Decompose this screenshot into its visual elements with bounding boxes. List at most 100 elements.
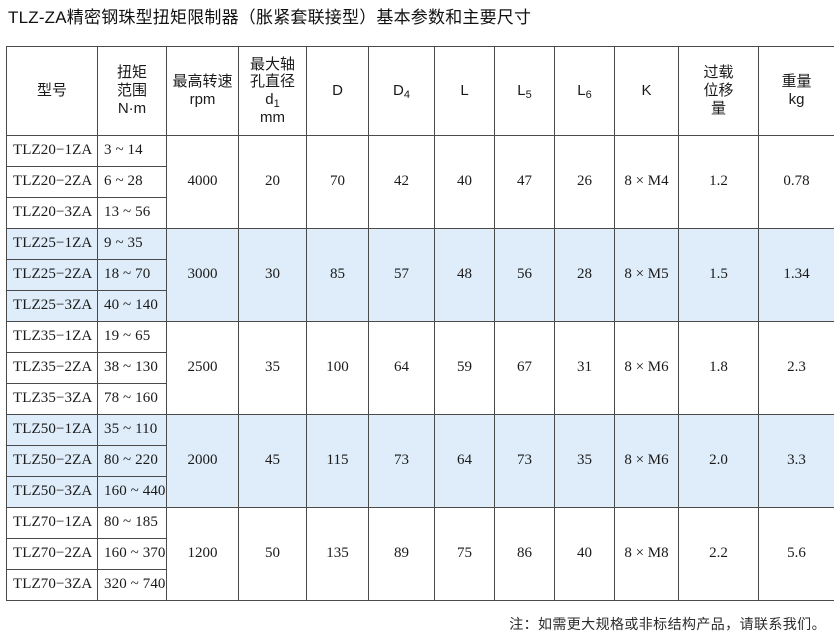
table-row: TLZ20−2ZA 6 ~ 28 <box>6 166 834 198</box>
cell-D4: 64 <box>368 321 435 415</box>
column-header-D: D <box>306 46 369 136</box>
cell-weight: 5.6 <box>758 507 834 601</box>
table-row: TLZ35−3ZA 78 ~ 160 <box>6 383 834 415</box>
cell-torque-range: 80 ~ 185 <box>97 507 167 539</box>
cell-torque-range: 19 ~ 65 <box>97 321 167 353</box>
cell-torque-range: 78 ~ 160 <box>97 383 167 415</box>
cell-overload-displacement: 2.0 <box>678 414 759 508</box>
column-header-L5: L5 <box>494 46 555 136</box>
cell-L: 48 <box>434 228 495 322</box>
cell-L5: 86 <box>494 507 555 601</box>
spec-table: 型号 扭矩 范围 N·m 最高转速 rpm 最大轴 孔直径 d1 <box>6 46 834 601</box>
cell-torque-range: 9 ~ 35 <box>97 228 167 260</box>
column-header-model: 型号 <box>6 46 98 136</box>
column-header-max-bore-diameter: 最大轴 孔直径 d1 mm <box>238 46 307 136</box>
cell-weight: 0.78 <box>758 135 834 229</box>
cell-max-speed: 2500 <box>166 321 239 415</box>
cell-D: 100 <box>306 321 369 415</box>
cell-D: 115 <box>306 414 369 508</box>
cell-D4: 73 <box>368 414 435 508</box>
cell-overload-displacement: 1.8 <box>678 321 759 415</box>
page-title: TLZ-ZA精密钢珠型扭矩限制器（胀紧套联接型）基本参数和主要尺寸 <box>8 8 532 27</box>
cell-D4: 89 <box>368 507 435 601</box>
table-row: TLZ25−1ZA 9 ~ 35 3000 30 85 57 48 56 28 8 × M5 1.5… <box>6 228 834 322</box>
column-header-overload-displacement: 过载 位移 量 <box>678 46 759 136</box>
cell-torque-range: 13 ~ 56 <box>97 197 167 229</box>
cell-model: TLZ25−3ZA <box>6 290 98 322</box>
cell-D4: 57 <box>368 228 435 322</box>
cell-model: TLZ50−1ZA <box>6 414 98 446</box>
cell-model: TLZ25−2ZA <box>6 259 98 291</box>
cell-model: TLZ35−1ZA <box>6 321 98 353</box>
cell-max-speed: 4000 <box>166 135 239 229</box>
cell-D: 85 <box>306 228 369 322</box>
cell-L: 59 <box>434 321 495 415</box>
cell-torque-range: 35 ~ 110 <box>97 414 167 446</box>
column-header-K: K <box>614 46 679 136</box>
table-row: TLZ50−2ZA 80 ~ 220 <box>6 445 834 477</box>
table-row: TLZ70−3ZA 320 ~ 740 <box>6 569 834 601</box>
table-row: TLZ25−3ZA 40 ~ 140 <box>6 290 834 322</box>
column-header-L: L <box>434 46 495 136</box>
table-body: TLZ20−1ZA 3 ~ 14 4000 20 70 42 40 47 26 8 × M4 1.2… <box>6 135 834 601</box>
cell-torque-range: 320 ~ 740 <box>97 569 167 601</box>
column-header-max-speed: 最高转速 rpm <box>166 46 239 136</box>
cell-K: 8 × M6 <box>614 321 679 415</box>
table-header: 型号 扭矩 范围 N·m 最高转速 rpm 最大轴 孔直径 d1 <box>6 46 834 136</box>
cell-L6: 31 <box>554 321 615 415</box>
cell-torque-range: 160 ~ 440 <box>97 476 167 508</box>
cell-model: TLZ70−3ZA <box>6 569 98 601</box>
cell-L5: 67 <box>494 321 555 415</box>
cell-max-speed: 2000 <box>166 414 239 508</box>
cell-model: TLZ50−2ZA <box>6 445 98 477</box>
table-row: TLZ25−2ZA 18 ~ 70 <box>6 259 834 291</box>
cell-torque-range: 18 ~ 70 <box>97 259 167 291</box>
cell-max-speed: 1200 <box>166 507 239 601</box>
cell-model: TLZ50−3ZA <box>6 476 98 508</box>
cell-torque-range: 80 ~ 220 <box>97 445 167 477</box>
cell-D4: 42 <box>368 135 435 229</box>
cell-L6: 35 <box>554 414 615 508</box>
cell-weight: 1.34 <box>758 228 834 322</box>
cell-max-bore-diameter: 30 <box>238 228 307 322</box>
table-row: TLZ50−1ZA 35 ~ 110 2000 45 115 73 64 73 35 8 × M6… <box>6 414 834 508</box>
cell-torque-range: 3 ~ 14 <box>97 135 167 167</box>
column-header-weight: 重量 kg <box>758 46 834 136</box>
cell-torque-range: 40 ~ 140 <box>97 290 167 322</box>
cell-L5: 73 <box>494 414 555 508</box>
cell-K: 8 × M6 <box>614 414 679 508</box>
table-row: TLZ35−1ZA 19 ~ 65 2500 35 100 64 59 67 31 8 × M6 1… <box>6 321 834 415</box>
cell-torque-range: 160 ~ 370 <box>97 538 167 570</box>
cell-model: TLZ20−3ZA <box>6 197 98 229</box>
cell-weight: 3.3 <box>758 414 834 508</box>
cell-torque-range: 6 ~ 28 <box>97 166 167 198</box>
cell-model: TLZ20−2ZA <box>6 166 98 198</box>
cell-torque-range: 38 ~ 130 <box>97 352 167 384</box>
table-row: TLZ20−1ZA 3 ~ 14 4000 20 70 42 40 47 26 8 × M4 1.2… <box>6 135 834 229</box>
cell-max-bore-diameter: 20 <box>238 135 307 229</box>
cell-L: 40 <box>434 135 495 229</box>
cell-max-bore-diameter: 45 <box>238 414 307 508</box>
cell-model: TLZ70−2ZA <box>6 538 98 570</box>
column-header-D4: D4 <box>368 46 435 136</box>
cell-weight: 2.3 <box>758 321 834 415</box>
cell-L: 75 <box>434 507 495 601</box>
table-row: TLZ50−3ZA 160 ~ 440 <box>6 476 834 508</box>
cell-max-bore-diameter: 50 <box>238 507 307 601</box>
cell-K: 8 × M5 <box>614 228 679 322</box>
cell-model: TLZ35−3ZA <box>6 383 98 415</box>
footnote: 注：如需更大规格或非标结构产品，请联系我们。 <box>509 616 826 632</box>
cell-model: TLZ35−2ZA <box>6 352 98 384</box>
spec-table-container: 型号 扭矩 范围 N·m 最高转速 rpm 最大轴 孔直径 d1 <box>6 46 834 601</box>
cell-model: TLZ25−1ZA <box>6 228 98 260</box>
cell-K: 8 × M4 <box>614 135 679 229</box>
table-row: TLZ70−1ZA 80 ~ 185 1200 50 135 89 75 86 40 8 × M8… <box>6 507 834 601</box>
cell-L5: 56 <box>494 228 555 322</box>
cell-D: 135 <box>306 507 369 601</box>
cell-L: 64 <box>434 414 495 508</box>
column-header-L6: L6 <box>554 46 615 136</box>
cell-max-bore-diameter: 35 <box>238 321 307 415</box>
table-row: TLZ35−2ZA 38 ~ 130 <box>6 352 834 384</box>
cell-L6: 40 <box>554 507 615 601</box>
